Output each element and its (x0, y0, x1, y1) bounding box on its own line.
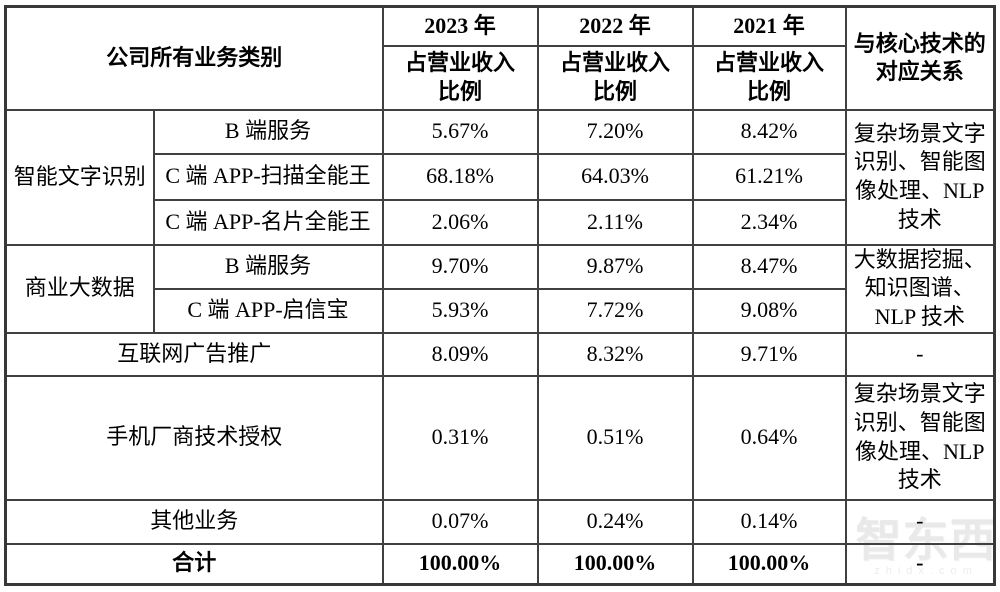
table-row: 手机厂商技术授权 0.31% 0.51% 0.64% 复杂场景文字 识别、智能图… (4, 374, 996, 501)
business-revenue-table: 公司所有业务类别 2023 年 2022 年 2021 年 与核心技术的 对应关… (4, 5, 997, 586)
sub-b2b-service-2: B 端服务 (152, 243, 384, 290)
value-2021: 8.42% (691, 108, 847, 155)
value-2021: 9.71% (691, 331, 847, 377)
tech-relation-dash: - (844, 498, 996, 545)
value-2023: 68.18% (381, 152, 539, 201)
tech-relation-oem: 复杂场景文字 识别、智能图 像处理、NLP 技术 (844, 374, 996, 501)
tech-relation-group1: 复杂场景文字 识别、智能图 像处理、NLP 技术 (844, 108, 996, 246)
header-year-2023: 2023 年 (381, 5, 539, 47)
header-share-2022: 占营业收入 比例 (536, 44, 694, 111)
total-label: 合计 (4, 542, 384, 586)
value-2023: 0.31% (381, 374, 539, 501)
value-2021: 0.64% (691, 374, 847, 501)
total-2022: 100.00% (536, 542, 694, 586)
value-2023: 8.09% (381, 331, 539, 377)
group-business-big-data: 商业大数据 (4, 243, 155, 334)
header-row-share: 占营业收入 比例 占营业收入 比例 占营业收入 比例 (6, 44, 995, 111)
table-row: 其他业务 0.07% 0.24% 0.14% - (4, 498, 996, 545)
value-2023: 5.93% (381, 287, 539, 334)
header-row-years: 公司所有业务类别 2023 年 2022 年 2021 年 与核心技术的 对应关… (4, 5, 996, 111)
sub-b2b-service: B 端服务 (152, 108, 384, 155)
table-row: C 端 APP-名片全能王 2.06% 2.11% 2.34% (6, 198, 995, 246)
table-row: 智能文字识别 B 端服务 5.67% 7.20% 8.42% 复杂场景文字 识别… (4, 108, 996, 246)
table-row: C 端 APP-启信宝 5.93% 7.72% 9.08% (6, 287, 995, 334)
table-row: 互联网广告推广 8.09% 8.32% 9.71% - (4, 331, 996, 377)
table-row: 商业大数据 B 端服务 9.70% 9.87% 8.47% 大数据挖掘、 知识图… (4, 243, 996, 334)
value-2023: 0.07% (381, 498, 539, 545)
row-internet-ads-label: 互联网广告推广 (4, 331, 384, 377)
value-2023: 2.06% (381, 198, 539, 246)
value-2022: 9.87% (536, 243, 694, 290)
value-2022: 0.51% (536, 374, 694, 501)
tech-relation-group2: 大数据挖掘、 知识图谱、 NLP 技术 (844, 243, 996, 334)
value-2022: 0.24% (536, 498, 694, 545)
value-2022: 7.72% (536, 287, 694, 334)
row-phone-oem-license-label: 手机厂商技术授权 (4, 374, 384, 501)
total-row: 合计 100.00% 100.00% 100.00% - (4, 542, 996, 586)
value-2021: 2.34% (691, 198, 847, 246)
value-2022: 64.03% (536, 152, 694, 201)
header-year-2022: 2022 年 (536, 5, 694, 47)
header-tech-relation: 与核心技术的 对应关系 (844, 5, 996, 111)
value-2021: 61.21% (691, 152, 847, 201)
row-other-business-label: 其他业务 (4, 498, 384, 545)
table-row: C 端 APP-扫描全能王 68.18% 64.03% 61.21% (6, 152, 995, 201)
total-2023: 100.00% (381, 542, 539, 586)
header-share-2023: 占营业收入 比例 (381, 44, 539, 111)
sub-camscanner-app: C 端 APP-扫描全能王 (152, 152, 384, 201)
value-2022: 2.11% (536, 198, 694, 246)
total-tech-dash: - (844, 542, 996, 586)
header-share-2021: 占营业收入 比例 (691, 44, 847, 111)
value-2022: 7.20% (536, 108, 694, 155)
header-year-2021: 2021 年 (691, 5, 847, 47)
value-2021: 8.47% (691, 243, 847, 290)
group-intelligent-text-recognition: 智能文字识别 (4, 108, 155, 246)
value-2022: 8.32% (536, 331, 694, 377)
value-2023: 5.67% (381, 108, 539, 155)
header-business-category: 公司所有业务类别 (4, 5, 384, 111)
sub-qixinbao-app: C 端 APP-启信宝 (152, 287, 384, 334)
value-2021: 9.08% (691, 287, 847, 334)
value-2023: 9.70% (381, 243, 539, 290)
sub-camcard-app: C 端 APP-名片全能王 (152, 198, 384, 246)
total-2021: 100.00% (691, 542, 847, 586)
value-2021: 0.14% (691, 498, 847, 545)
tech-relation-dash: - (844, 331, 996, 377)
